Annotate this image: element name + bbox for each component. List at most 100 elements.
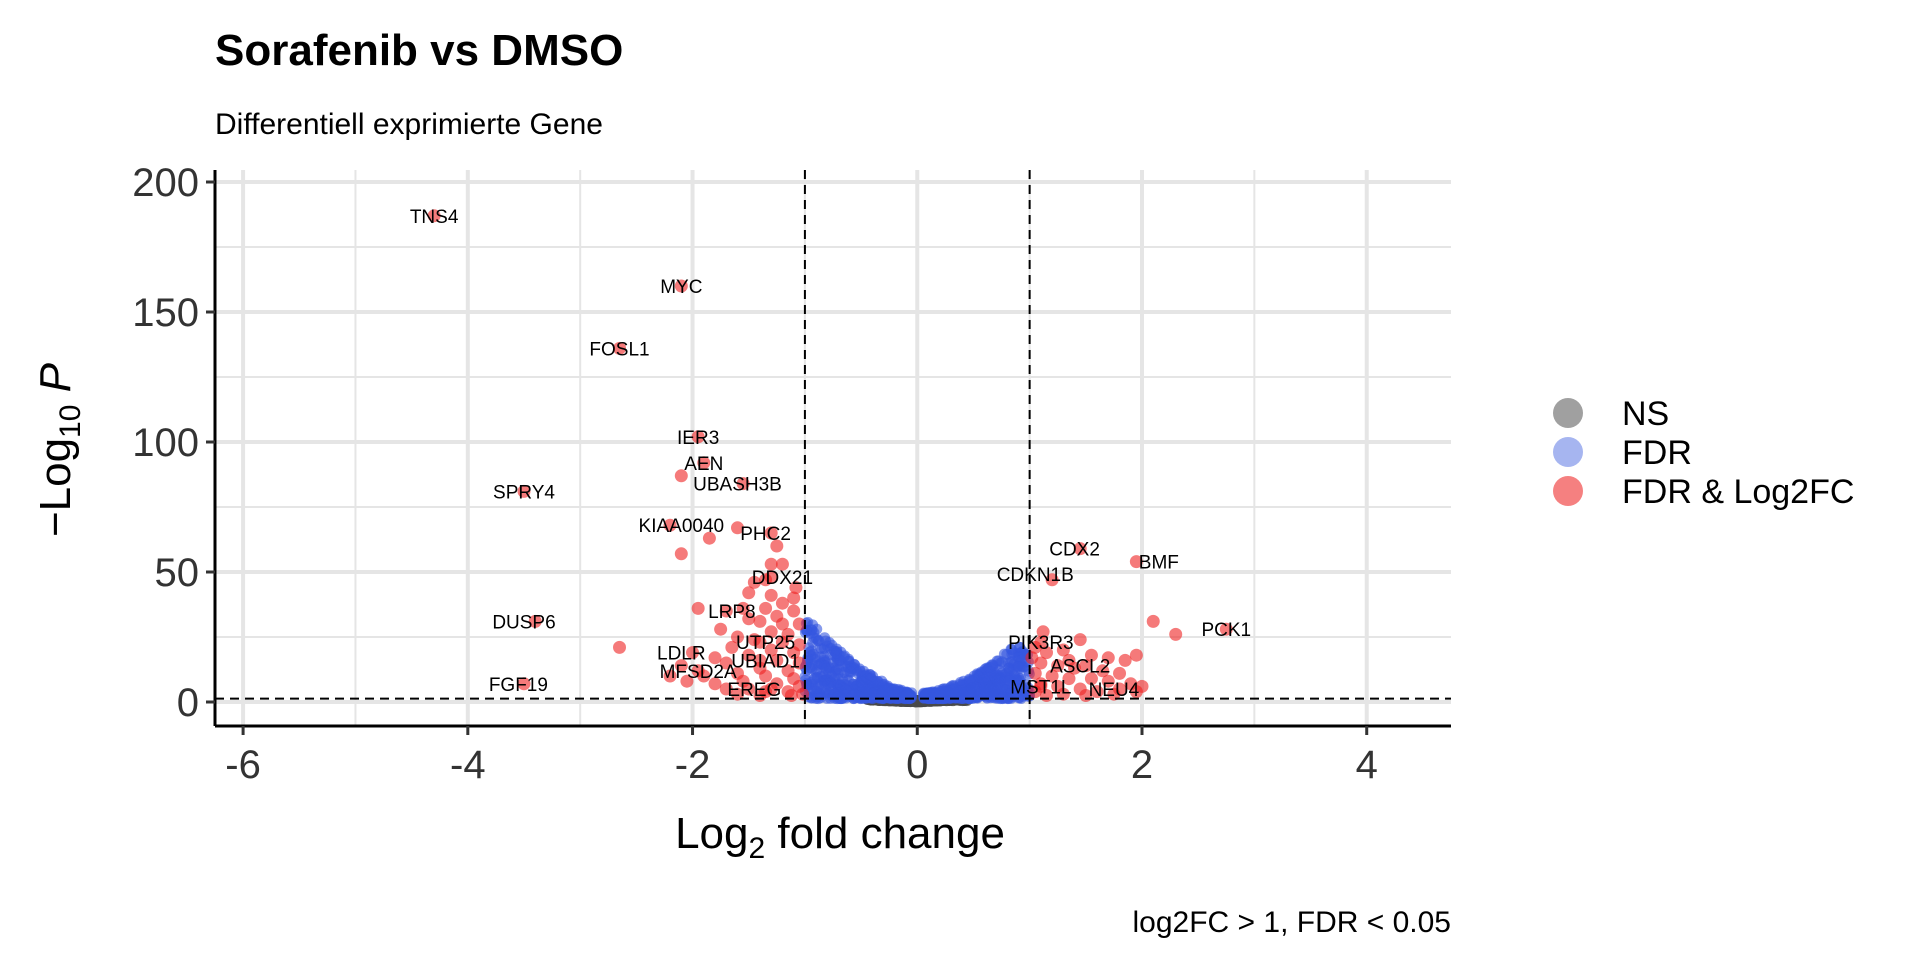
fdr-points [799, 616, 1036, 705]
x-tick-label: -2 [675, 743, 711, 787]
gene-label-myc: MYC [660, 277, 702, 298]
gene-label-aen: AEN [684, 454, 723, 475]
x-tick-label: 4 [1356, 743, 1378, 787]
significant-point [784, 689, 798, 702]
gene-label-ascl2: ASCL2 [1050, 657, 1110, 678]
legend-key [1553, 476, 1583, 506]
gene-label-fgf19: FGF19 [489, 675, 548, 696]
labeled-point-tns4 [427, 209, 441, 223]
gene-label-ddx21: DDX21 [752, 568, 813, 589]
gene-label-pck1: PCK1 [1201, 620, 1251, 641]
x-tick-label: -6 [225, 743, 261, 787]
labeled-point-dusp6 [528, 614, 542, 628]
significant-point [753, 614, 767, 628]
labeled-point-spry4 [517, 484, 531, 498]
gene-label-dusp6: DUSP6 [492, 612, 555, 633]
fdr-point [810, 686, 822, 698]
significant-point [1113, 666, 1127, 680]
labeled-point-ereg [764, 682, 778, 696]
labeled-point-fgf19 [517, 677, 531, 691]
significant-point [764, 625, 778, 639]
gene-label-ldlr: LDLR [657, 644, 706, 665]
labeled-point-ldlr [686, 646, 700, 660]
fdr-point [978, 674, 990, 686]
gene-label-ubash3b: UBASH3B [693, 475, 782, 496]
y-tick-label: 200 [132, 161, 199, 205]
significant-point [787, 646, 801, 660]
fdr-point [830, 647, 842, 659]
chart-caption: log2FC > 1, FDR < 0.05 [1133, 906, 1452, 939]
gene-label-lrp8: LRP8 [708, 602, 756, 623]
significant-point [787, 591, 801, 605]
labeled-point-phc2 [764, 526, 778, 540]
y-tick-label: 150 [132, 291, 199, 335]
fdr-point [876, 687, 888, 699]
significant-point [702, 531, 716, 545]
labeled-point-ubiad1 [753, 653, 767, 667]
gene-label-spry4: SPRY4 [493, 482, 555, 503]
fdr-point [979, 684, 991, 696]
significant-point [742, 682, 756, 696]
gene-label-tns4: TNS4 [410, 207, 459, 228]
gene-label-ubiad1: UBIAD1 [731, 651, 800, 672]
significant-point [691, 601, 705, 615]
grid-lines [215, 170, 1451, 726]
fdr-point [900, 691, 912, 703]
labeled-point-ier3 [691, 430, 705, 444]
significant-point [1101, 674, 1115, 688]
significant-point [1146, 614, 1160, 628]
legend-label: FDR [1622, 434, 1692, 472]
significant-point [730, 521, 744, 535]
significant-point [775, 596, 789, 610]
labeled-point-kiaa0040 [663, 518, 677, 532]
labeled-point-utp25 [753, 635, 767, 649]
significant-point [1090, 685, 1104, 699]
significant-point [770, 539, 784, 553]
labeled-point-mst1l [1034, 679, 1048, 693]
labeled-point-cdx2 [1073, 542, 1087, 556]
gene-label-ereg: EREG [727, 680, 781, 701]
significant-point [1062, 653, 1076, 667]
significant-point [1056, 643, 1070, 657]
significant-point [1028, 666, 1042, 680]
plot-background [215, 170, 1451, 726]
gene-label-ier3: IER3 [677, 428, 719, 449]
gene-label-fosl1: FOSL1 [589, 339, 649, 360]
labeled-point-lrp8 [719, 604, 733, 618]
significant-point [764, 643, 778, 657]
significant-point [742, 586, 756, 600]
significant-point [725, 640, 739, 654]
gene-label-pik3r3: PIK3R3 [1008, 633, 1073, 654]
x-tick-label: 2 [1131, 743, 1153, 787]
fdr-point [1003, 674, 1015, 686]
labeled-point-mfsd2a [691, 664, 705, 678]
y-tick-label: 0 [177, 681, 199, 725]
significant-point [742, 612, 756, 626]
significant-point [1062, 672, 1076, 686]
significant-point [1129, 648, 1143, 662]
labeled-point-cdkn1b [1045, 573, 1059, 587]
fdr-point [1014, 641, 1026, 653]
cutoff-lines [215, 170, 1451, 726]
significant-point [663, 669, 677, 683]
fdr-point [1012, 660, 1024, 672]
gene-label-neu4: NEU4 [1089, 680, 1140, 701]
labeled-point-myc [674, 279, 688, 293]
significant-point [775, 617, 789, 631]
gene-label-bmf: BMF [1139, 553, 1179, 574]
significant-point [708, 677, 722, 691]
fdr-point [834, 692, 846, 704]
significant-point [789, 581, 803, 595]
gene-label-phc2: PHC2 [740, 524, 791, 545]
labeled-point-pck1 [1219, 622, 1233, 636]
x-tick-label: -4 [450, 743, 486, 787]
labeled-point-fosl1 [613, 341, 627, 355]
significant-point [787, 604, 801, 618]
x-axis-title: Log2 fold change [675, 809, 1005, 865]
labeled-point-aen [697, 456, 711, 470]
legend-key [1553, 398, 1583, 428]
